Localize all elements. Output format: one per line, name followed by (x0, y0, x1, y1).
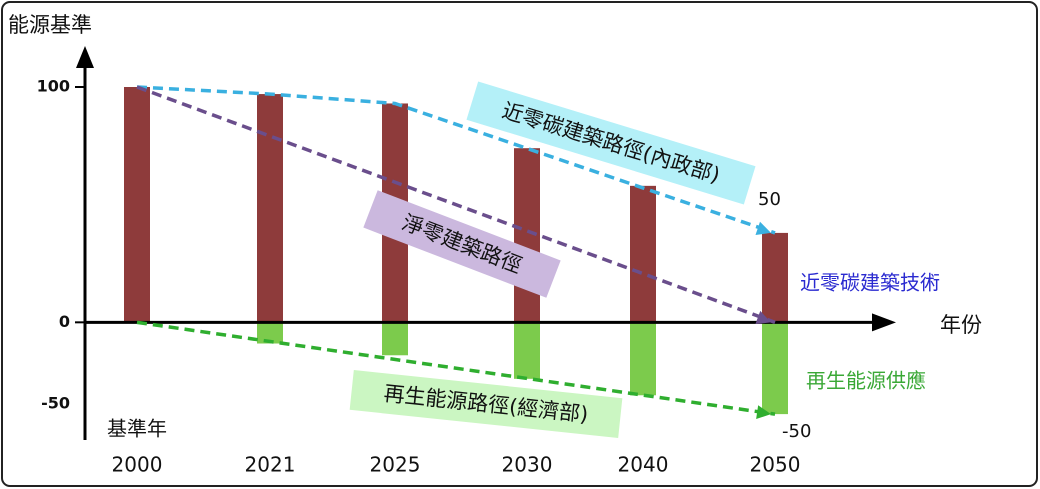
path-label-bg (363, 190, 561, 298)
marks (124, 87, 788, 415)
annotation: -50 (782, 421, 811, 442)
annotation: 50 (758, 189, 781, 210)
x-tick-label: 2050 (750, 453, 801, 477)
bar (762, 322, 788, 415)
path-line (136, 320, 776, 416)
y-tick-label: 100 (37, 77, 70, 96)
path-arrow (755, 221, 771, 236)
x-tick-label: 2030 (502, 453, 553, 477)
path-label-bg (466, 81, 756, 205)
path-arrow (756, 405, 771, 420)
y-axis-arrow (76, 46, 94, 68)
annotation: 基準年 (107, 417, 167, 441)
bar (630, 322, 656, 396)
bar (257, 94, 283, 323)
path-arrow (755, 310, 771, 325)
path-line (136, 85, 776, 324)
bar (124, 87, 150, 323)
bar (630, 185, 656, 323)
x-tick-label: 2021 (245, 453, 296, 477)
x-tick-label: 2040 (618, 453, 669, 477)
x-tick-label: 2025 (370, 453, 421, 477)
y-tick-label: 0 (59, 312, 70, 331)
x-axis-arrow (872, 313, 896, 332)
y-axis-title: 能源基準 (8, 13, 92, 37)
bar (257, 322, 283, 344)
bar (382, 322, 408, 356)
path-line (136, 85, 776, 235)
bar (762, 232, 788, 323)
legend-label: 近零碳建築技術 (800, 271, 940, 295)
x-axis-title: 年份 (940, 313, 982, 337)
x-tick-label: 2000 (112, 453, 163, 477)
path-label-bg (349, 369, 623, 439)
y-tick-label: -50 (41, 394, 70, 413)
bar (514, 322, 540, 379)
legend-label: 再生能源供應 (806, 369, 926, 393)
